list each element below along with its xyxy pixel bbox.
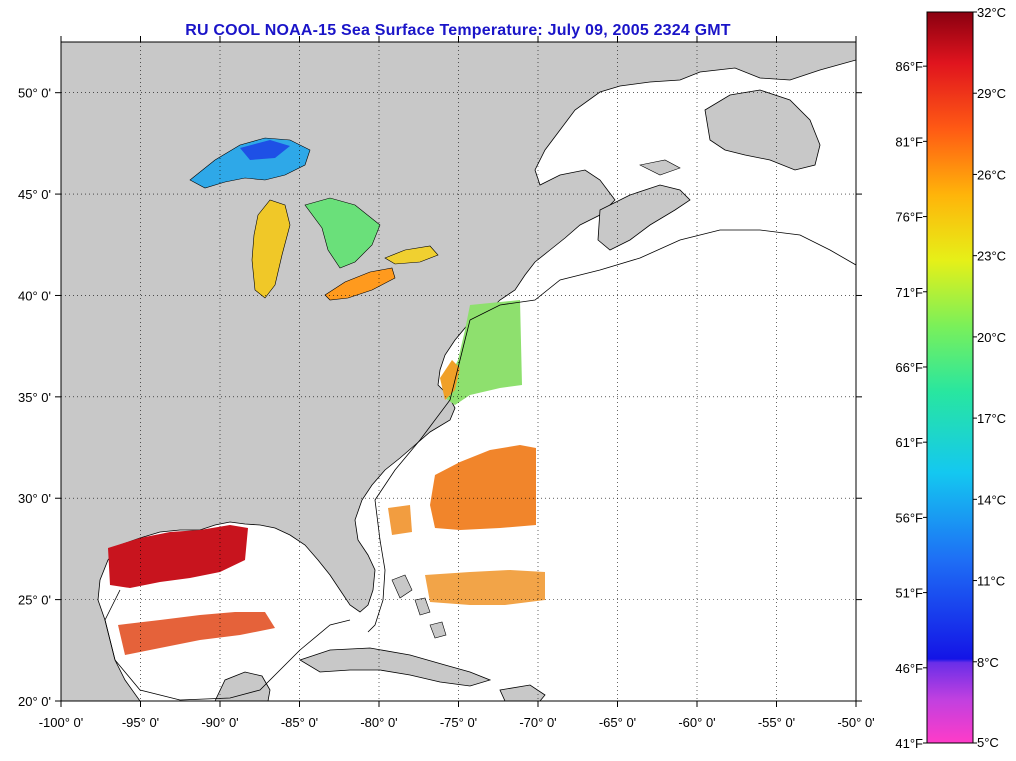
sst-swath-midatlantic (445, 300, 522, 405)
lon-tick-label: -55° 0' (758, 715, 795, 730)
lon-tick-label: -75° 0' (440, 715, 477, 730)
lon-tick-label: -65° 0' (599, 715, 636, 730)
colorbar-label-c: 29°C (977, 86, 1006, 101)
lon-tick-label: -80° 0' (360, 715, 397, 730)
lat-tick-label: 20° 0' (18, 694, 51, 709)
colorbar-label-c: 11°C (977, 574, 1005, 589)
colorbar-label-f: 86°F (895, 59, 923, 74)
latitude-axis: 20° 0' 25° 0' 30° 0' 35° 0' 40° 0' 45° 0' 50° … (18, 86, 862, 709)
graticule (61, 42, 856, 701)
lon-tick-label: -90° 0' (201, 715, 238, 730)
sst-swath-florida-east (388, 505, 412, 535)
land-bahamas (391, 574, 447, 639)
lat-tick-label: 35° 0' (18, 390, 51, 405)
sst-swath-southeast (430, 445, 536, 530)
lat-tick-label: 45° 0' (18, 187, 51, 202)
sst-swath-gulf-north (108, 525, 248, 588)
colorbar-label-f: 61°F (895, 435, 923, 450)
colorbar-label-c: 26°C (977, 167, 1006, 182)
colorbar-label-c: 32°C (977, 5, 1006, 20)
colorbar-label-f: 46°F (895, 661, 923, 676)
lon-tick-label: -70° 0' (519, 715, 556, 730)
lon-tick-label: -85° 0' (281, 715, 318, 730)
land-pei (639, 159, 681, 176)
land-cuba (299, 647, 492, 687)
longitude-axis: -100° 0' -95° 0' -90° 0' -85° 0' -80° 0' -75°… (39, 36, 875, 730)
lat-tick-label: 40° 0' (18, 288, 51, 303)
lake-michigan (251, 199, 291, 299)
colorbar-label-c: 14°C (977, 492, 1006, 507)
colorbar-label-c: 5°C (977, 735, 999, 750)
lon-tick-label: -60° 0' (678, 715, 715, 730)
colorbar-label-f: 56°F (895, 510, 923, 525)
colorbar-label-f: 51°F (895, 586, 923, 601)
colorbar-label-f: 41°F (895, 736, 923, 751)
lat-tick-label: 50° 0' (18, 86, 51, 101)
land-nova-scotia (597, 184, 691, 251)
sst-swath-chesapeake (440, 360, 460, 400)
land-newfoundland (704, 89, 821, 171)
colorbar (926, 11, 974, 744)
colorbar-label-f: 66°F (895, 360, 923, 375)
sst-swath-gulf-south (118, 612, 275, 655)
colorbar-label-c: 23°C (977, 249, 1006, 264)
lat-tick-label: 25° 0' (18, 593, 51, 608)
isobath-600ft (104, 229, 856, 701)
lake-huron (304, 197, 381, 269)
colorbar-label-c: 8°C (977, 655, 999, 670)
colorbar-label-f: 81°F (895, 134, 923, 149)
colorbar-label-f: 76°F (895, 210, 923, 225)
colorbar-label-f: 71°F (895, 285, 923, 300)
land-yucatan (214, 671, 271, 701)
colorbar-label-c: 20°C (977, 330, 1006, 345)
lake-erie (324, 267, 396, 301)
lon-tick-label: -100° 0' (39, 715, 84, 730)
land-hispaniola (499, 684, 546, 701)
map-title: RU COOL NOAA-15 Sea Surface Temperature:… (185, 22, 731, 39)
colorbar-labels: 5°C 8°C 11°C 14°C 17°C 20°C 23°C 26°C 29°C 32°C 41… (895, 5, 1006, 751)
lon-tick-label: -95° 0' (122, 715, 159, 730)
sst-swath-atlantic-south (425, 570, 545, 605)
lake-superior-cold (240, 140, 290, 160)
colorbar-label-c: 17°C (977, 411, 1006, 426)
land-north-america (61, 42, 856, 701)
lake-ontario (384, 245, 439, 265)
lon-tick-label: -50° 0' (837, 715, 874, 730)
lat-tick-label: 30° 0' (18, 491, 51, 506)
